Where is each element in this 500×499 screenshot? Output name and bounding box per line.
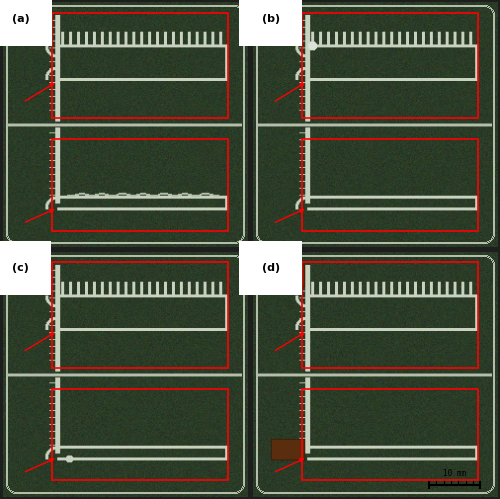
Bar xyxy=(302,262,478,368)
Bar xyxy=(302,389,478,480)
Bar xyxy=(302,13,478,118)
Bar xyxy=(52,389,228,480)
Text: (c): (c) xyxy=(12,263,29,273)
Text: (d): (d) xyxy=(262,263,280,273)
Text: 10 mm: 10 mm xyxy=(443,469,466,478)
Bar xyxy=(52,13,228,118)
Bar xyxy=(52,139,228,231)
Text: (b): (b) xyxy=(262,14,280,24)
Bar xyxy=(52,262,228,368)
Bar xyxy=(302,139,478,231)
Text: (a): (a) xyxy=(12,14,29,24)
